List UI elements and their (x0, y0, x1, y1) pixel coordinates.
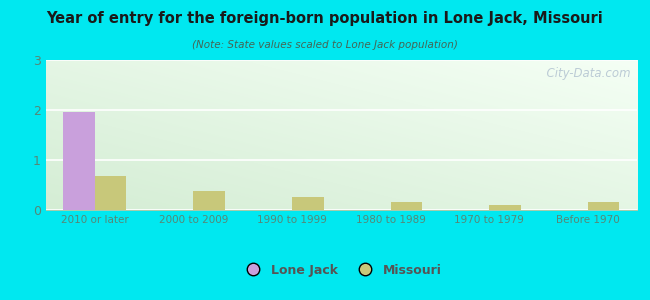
Text: Year of entry for the foreign-born population in Lone Jack, Missouri: Year of entry for the foreign-born popul… (47, 11, 603, 26)
Text: (Note: State values scaled to Lone Jack population): (Note: State values scaled to Lone Jack … (192, 40, 458, 50)
Bar (391, 202, 422, 210)
Bar (489, 205, 521, 210)
Bar (588, 202, 619, 210)
Bar (63, 112, 95, 210)
Legend: Lone Jack, Missouri: Lone Jack, Missouri (236, 259, 447, 282)
Bar (194, 191, 225, 210)
Bar (95, 176, 126, 210)
Bar (292, 196, 324, 210)
Text: City-Data.com: City-Data.com (540, 68, 631, 80)
